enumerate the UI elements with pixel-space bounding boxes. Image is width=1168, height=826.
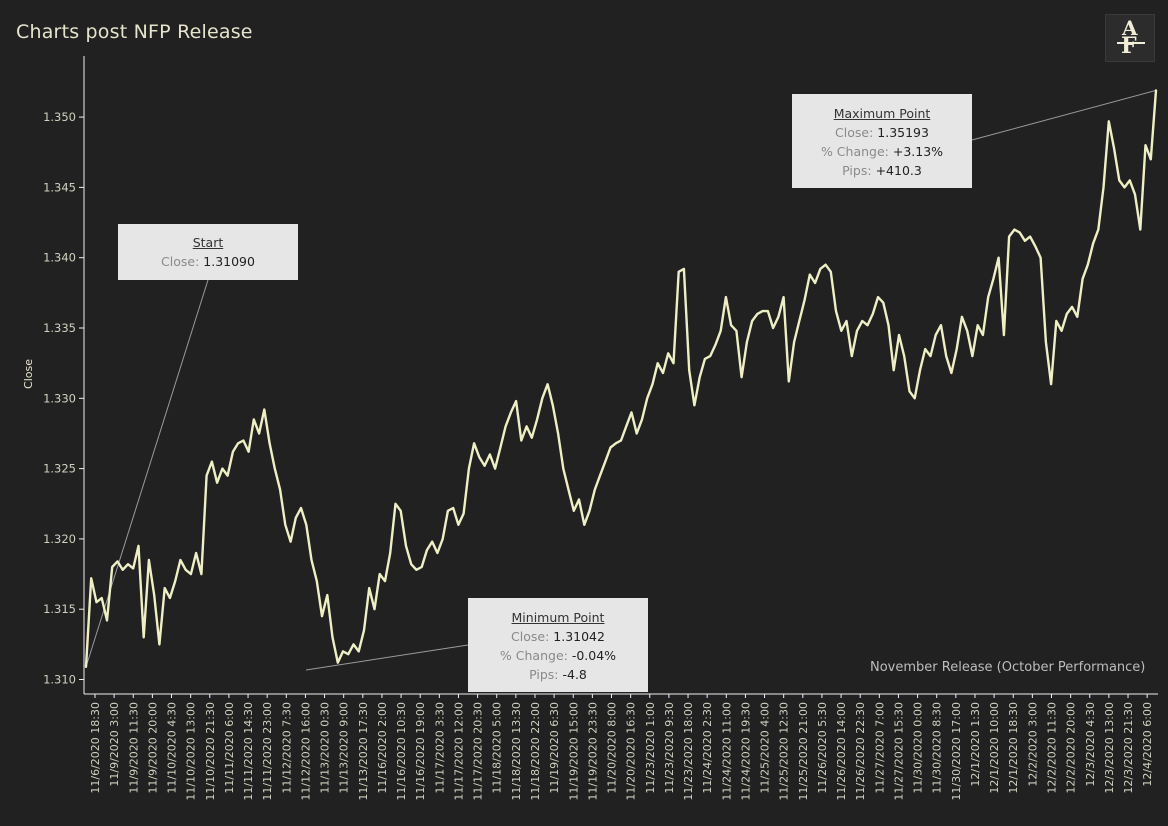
maximum-close-label: Close: <box>835 125 874 140</box>
minimum-pct-label: % Change: <box>499 648 568 663</box>
x-tick-label: 11/27/2020 7:00 <box>873 702 886 794</box>
y-axis: 1.310 1.315 1.320 1.325 1.330 1.335 1.340 1.345… <box>43 56 85 694</box>
chart-title: Charts post NFP Release <box>16 21 253 43</box>
x-tick-label: 11/10/2020 21:30 <box>204 702 217 801</box>
minimum-annotation-title: Minimum Point <box>511 610 605 625</box>
y-tick-label: 1.315 <box>43 602 76 616</box>
x-tick-label: 11/30/2020 17:00 <box>950 702 963 801</box>
y-tick-label: 1.335 <box>43 321 76 335</box>
maximum-annotation-title: Maximum Point <box>833 106 931 121</box>
start-annotation-title: Start <box>192 235 224 250</box>
start-close-value: 1.31090 <box>203 254 255 269</box>
x-tick-label: 11/19/2020 15:00 <box>567 702 580 801</box>
x-tick-label: 11/26/2020 5:30 <box>816 702 829 794</box>
x-tick-label: 11/24/2020 19:30 <box>739 702 752 801</box>
x-tick-label: 11/16/2020 2:00 <box>376 702 389 794</box>
af-logo: A F <box>1105 14 1155 62</box>
x-tick-label: 11/6/2020 18:30 <box>89 702 102 794</box>
x-tick-label: 12/4/2020 6:00 <box>1141 702 1154 787</box>
x-tick-label: 12/3/2020 4:30 <box>1084 702 1097 787</box>
maximum-close-value: 1.35193 <box>877 125 929 140</box>
x-tick-label: 12/2/2020 20:00 <box>1065 702 1078 794</box>
x-tick-label: 11/25/2020 4:00 <box>759 702 772 794</box>
x-tick-label: 11/18/2020 5:00 <box>491 702 504 794</box>
x-tick-label: 11/13/2020 17:30 <box>357 702 370 801</box>
series-layer <box>84 89 1158 668</box>
maximum-pct-label: % Change: <box>820 144 889 159</box>
close-series-line <box>84 89 1158 668</box>
maximum-annotation: Maximum Point Close: 1.35193 % Change: +… <box>792 94 972 188</box>
x-tick-label: 11/19/2020 6:30 <box>548 702 561 794</box>
annotation-connectors <box>85 89 1157 671</box>
y-axis-label: Close <box>22 359 35 389</box>
minimum-pips-value: -4.8 <box>562 667 587 682</box>
y-tick-label: 1.330 <box>43 391 76 405</box>
x-tick-label: 11/9/2020 11:30 <box>127 702 140 794</box>
start-annotation: Start Close: 1.31090 <box>118 224 298 280</box>
minimum-pips-label: Pips: <box>529 667 559 682</box>
x-tick-label: 12/3/2020 21:30 <box>1122 702 1135 794</box>
x-tick-label: 11/11/2020 6:00 <box>223 702 236 794</box>
x-tick-label: 11/20/2020 16:30 <box>625 702 638 801</box>
x-tick-label: 11/13/2020 0:30 <box>319 702 332 794</box>
x-tick-label: 12/1/2020 18:30 <box>1007 702 1020 794</box>
x-tick-label: 11/16/2020 10:30 <box>395 702 408 801</box>
x-tick-label: 11/30/2020 8:30 <box>931 702 944 794</box>
start-connector <box>85 279 209 667</box>
x-tick-label: 11/10/2020 4:30 <box>166 702 179 794</box>
x-tick-label: 11/13/2020 9:00 <box>338 702 351 794</box>
start-close-label: Close: <box>161 254 200 269</box>
minimum-annotation: Minimum Point Close: 1.31042 % Change: -… <box>468 598 648 692</box>
x-tick-label: 11/26/2020 14:00 <box>835 702 848 801</box>
x-tick-label: 12/2/2020 3:00 <box>1026 702 1039 787</box>
x-tick-label: 11/11/2020 14:30 <box>242 702 255 801</box>
x-tick-label: 11/20/2020 8:00 <box>606 702 619 794</box>
x-tick-label: 11/25/2020 21:00 <box>797 702 810 801</box>
y-tick-label: 1.325 <box>43 462 76 476</box>
x-tick-label: 11/23/2020 18:00 <box>682 702 695 801</box>
y-tick-label: 1.350 <box>43 110 76 124</box>
x-tick-label: 11/25/2020 12:30 <box>778 702 791 801</box>
y-tick-label: 1.320 <box>43 532 76 546</box>
x-tick-label: 11/9/2020 3:00 <box>108 702 121 787</box>
maximum-pips-value: +410.3 <box>875 163 922 178</box>
x-tick-label: 11/11/2020 23:00 <box>261 702 274 801</box>
maximum-pips-label: Pips: <box>842 163 872 178</box>
maximum-connector <box>971 89 1157 141</box>
x-tick-label: 12/1/2020 10:00 <box>988 702 1001 794</box>
x-axis: 11/6/2020 18:30 11/9/2020 3:00 11/9/2020 1… <box>84 693 1158 801</box>
x-tick-label: 11/12/2020 7:30 <box>280 702 293 794</box>
chart-subtitle: November Release (October Performance) <box>870 660 1146 675</box>
x-tick-label: 11/18/2020 13:30 <box>510 702 523 801</box>
x-tick-label: 11/19/2020 23:30 <box>586 702 599 801</box>
x-tick-label: 11/27/2020 15:30 <box>892 702 905 801</box>
x-tick-label: 11/26/2020 22:30 <box>854 702 867 801</box>
x-tick-label: 11/24/2020 2:30 <box>701 702 714 794</box>
x-tick-label: 11/24/2020 11:00 <box>720 702 733 801</box>
x-tick-label: 11/16/2020 19:00 <box>414 702 427 801</box>
x-tick-label: 11/12/2020 16:00 <box>299 702 312 801</box>
x-tick-label: 12/1/2020 1:30 <box>969 702 982 787</box>
x-tick-label: 11/17/2020 3:30 <box>433 702 446 794</box>
x-tick-label: 11/10/2020 13:00 <box>185 702 198 801</box>
x-tick-label: 11/17/2020 20:30 <box>472 702 485 801</box>
y-tick-label: 1.345 <box>43 180 76 194</box>
x-tick-label: 12/3/2020 13:00 <box>1103 702 1116 794</box>
x-tick-label: 11/23/2020 9:30 <box>663 702 676 794</box>
minimum-close-value: 1.31042 <box>553 629 605 644</box>
x-tick-label: 11/30/2020 0:00 <box>912 702 925 794</box>
minimum-connector <box>305 644 469 671</box>
x-tick-label: 11/9/2020 20:00 <box>146 702 159 794</box>
x-tick-label: 12/2/2020 11:30 <box>1046 702 1059 794</box>
minimum-close-label: Close: <box>511 629 550 644</box>
x-tick-label: 11/17/2020 12:00 <box>452 702 465 801</box>
x-tick-label: 11/18/2020 22:00 <box>529 702 542 801</box>
x-tick-label: 11/23/2020 1:00 <box>644 702 657 794</box>
maximum-pct-value: +3.13% <box>892 144 944 159</box>
minimum-pct-value: -0.04% <box>571 648 617 663</box>
y-tick-label: 1.340 <box>43 251 76 265</box>
y-tick-label: 1.310 <box>43 673 76 687</box>
